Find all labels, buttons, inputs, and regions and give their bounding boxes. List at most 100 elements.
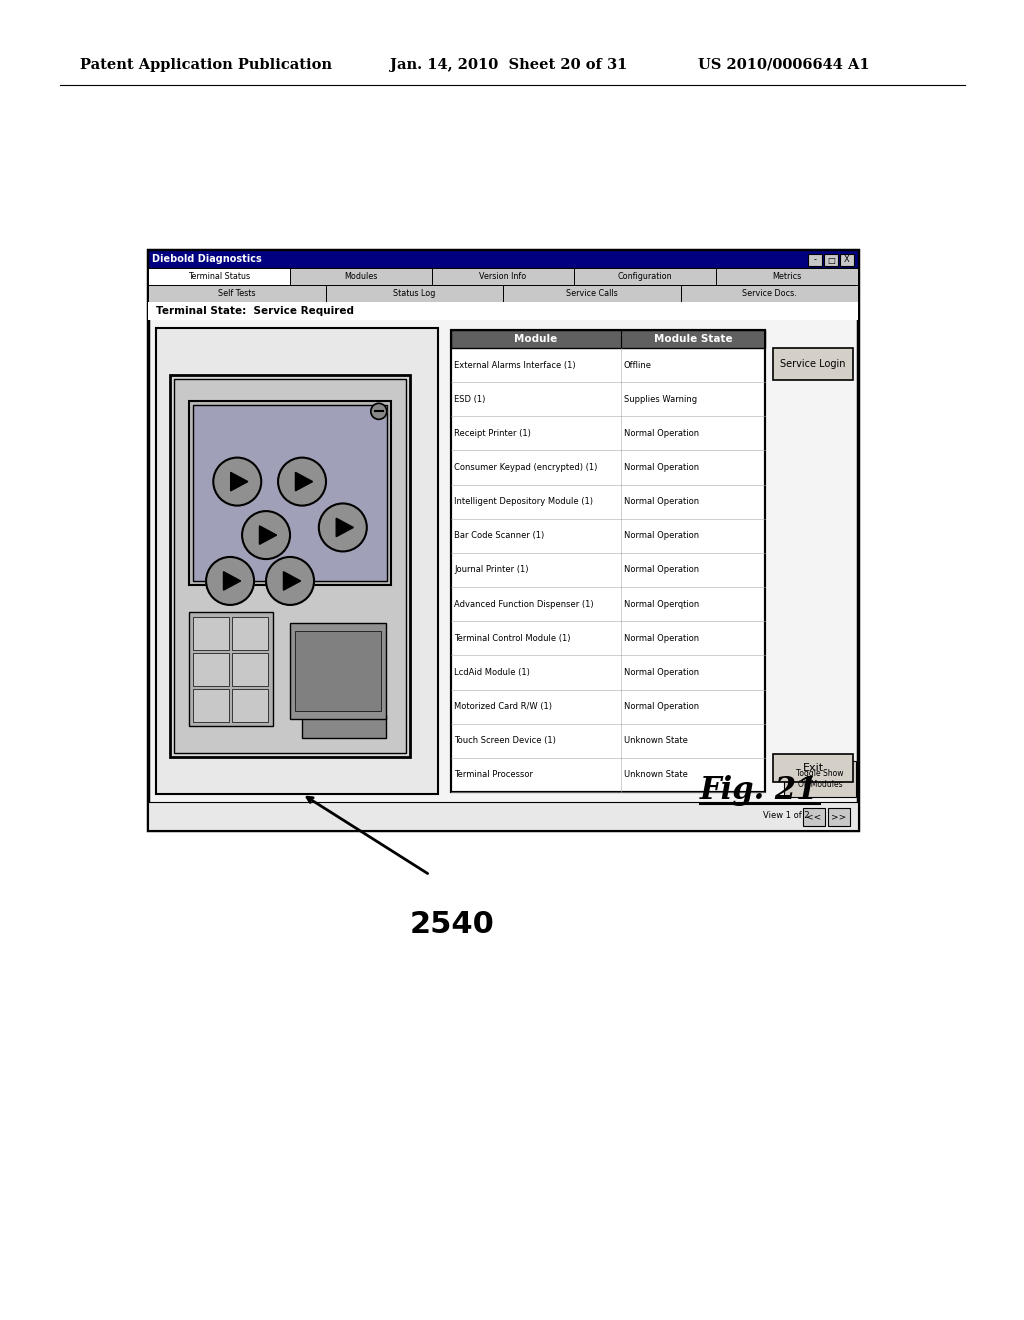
Text: Toggle Show
Ok Modules: Toggle Show Ok Modules xyxy=(797,770,844,789)
Text: ESD (1): ESD (1) xyxy=(455,395,485,404)
Text: Receipt Printer (1): Receipt Printer (1) xyxy=(455,429,531,438)
Text: Diebold Diagnostics: Diebold Diagnostics xyxy=(152,253,262,264)
Bar xyxy=(574,268,716,285)
Polygon shape xyxy=(223,572,241,590)
Text: Normal Operation: Normal Operation xyxy=(624,702,698,711)
Bar xyxy=(156,327,438,795)
Text: Intelligent Depository Module (1): Intelligent Depository Module (1) xyxy=(455,498,593,506)
Text: Jan. 14, 2010  Sheet 20 of 31: Jan. 14, 2010 Sheet 20 of 31 xyxy=(390,58,628,73)
Bar xyxy=(148,268,290,285)
Text: Terminal Control Module (1): Terminal Control Module (1) xyxy=(455,634,570,643)
Text: Modules: Modules xyxy=(344,272,378,281)
Bar xyxy=(194,616,229,649)
Bar xyxy=(716,268,858,285)
Bar xyxy=(295,631,381,711)
Circle shape xyxy=(242,511,290,560)
Bar xyxy=(148,285,326,302)
Text: Service Calls: Service Calls xyxy=(566,289,617,298)
Bar xyxy=(194,405,387,581)
Bar xyxy=(840,253,854,267)
Text: Motorized Card R/W (1): Motorized Card R/W (1) xyxy=(455,702,552,711)
Text: US 2010/0006644 A1: US 2010/0006644 A1 xyxy=(698,58,869,73)
Text: Metrics: Metrics xyxy=(772,272,802,281)
Text: Normal Operqtion: Normal Operqtion xyxy=(624,599,699,609)
Text: Exit: Exit xyxy=(803,763,823,774)
Bar xyxy=(194,652,229,686)
Text: Touch Screen Device (1): Touch Screen Device (1) xyxy=(455,737,556,746)
Text: Version Info: Version Info xyxy=(479,272,526,281)
Text: Normal Operation: Normal Operation xyxy=(624,532,698,540)
Bar xyxy=(290,623,386,718)
Text: Supplies Warning: Supplies Warning xyxy=(624,395,696,404)
Text: -: - xyxy=(813,256,816,264)
Circle shape xyxy=(206,557,254,605)
Bar xyxy=(828,808,850,826)
Text: Module State: Module State xyxy=(653,334,732,345)
Text: 2540: 2540 xyxy=(410,909,495,939)
Bar xyxy=(174,379,406,752)
Bar xyxy=(784,762,856,797)
Polygon shape xyxy=(336,519,353,537)
Text: Normal Operation: Normal Operation xyxy=(624,463,698,473)
Text: Advanced Function Dispenser (1): Advanced Function Dispenser (1) xyxy=(455,599,594,609)
Text: Consumer Keypad (encrypted) (1): Consumer Keypad (encrypted) (1) xyxy=(455,463,598,473)
Text: >>: >> xyxy=(831,813,847,821)
Bar xyxy=(170,375,410,756)
Text: Terminal Status: Terminal Status xyxy=(188,272,250,281)
Circle shape xyxy=(371,404,387,420)
Text: X: X xyxy=(844,256,850,264)
Text: Normal Operation: Normal Operation xyxy=(624,429,698,438)
Text: External Alarms Interface (1): External Alarms Interface (1) xyxy=(455,360,575,370)
Circle shape xyxy=(279,458,326,506)
Bar xyxy=(232,652,268,686)
Bar xyxy=(432,268,574,285)
Text: Service Login: Service Login xyxy=(780,359,846,370)
Text: Journal Printer (1): Journal Printer (1) xyxy=(455,565,528,574)
Bar xyxy=(803,808,825,826)
Text: Normal Operation: Normal Operation xyxy=(624,634,698,643)
Text: Offline: Offline xyxy=(624,360,651,370)
Circle shape xyxy=(213,458,261,506)
Text: Status Log: Status Log xyxy=(393,289,435,298)
Text: Service Docs.: Service Docs. xyxy=(741,289,797,298)
Bar xyxy=(773,754,853,781)
Bar xyxy=(773,348,853,380)
Bar xyxy=(824,253,838,267)
Bar xyxy=(808,253,822,267)
Polygon shape xyxy=(296,473,312,491)
Text: Unknown State: Unknown State xyxy=(624,737,687,746)
Bar xyxy=(148,249,858,268)
Text: Patent Application Publication: Patent Application Publication xyxy=(80,58,332,73)
Polygon shape xyxy=(259,525,276,544)
Bar xyxy=(503,285,681,302)
Bar xyxy=(302,714,386,738)
Text: <<: << xyxy=(806,813,821,821)
Bar xyxy=(148,249,858,830)
Bar xyxy=(452,330,765,792)
Bar xyxy=(326,285,503,302)
Bar xyxy=(148,302,858,319)
Text: Normal Operation: Normal Operation xyxy=(624,498,698,506)
Text: Self Tests: Self Tests xyxy=(218,289,256,298)
Text: Normal Operation: Normal Operation xyxy=(624,565,698,574)
Text: Configuration: Configuration xyxy=(617,272,673,281)
Text: View 1 of 2: View 1 of 2 xyxy=(763,812,810,821)
Text: □: □ xyxy=(827,256,835,264)
Text: Fig. 21: Fig. 21 xyxy=(700,775,818,805)
Text: Bar Code Scanner (1): Bar Code Scanner (1) xyxy=(455,532,545,540)
Text: Terminal State:  Service Required: Terminal State: Service Required xyxy=(156,306,354,315)
Text: Normal Operation: Normal Operation xyxy=(624,668,698,677)
Text: LcdAid Module (1): LcdAid Module (1) xyxy=(455,668,530,677)
Circle shape xyxy=(266,557,314,605)
Bar xyxy=(148,803,858,830)
Bar xyxy=(290,268,432,285)
Circle shape xyxy=(318,503,367,552)
Polygon shape xyxy=(284,572,301,590)
Bar xyxy=(189,401,391,585)
Bar xyxy=(681,285,858,302)
Bar xyxy=(194,689,229,722)
Text: Terminal Processor: Terminal Processor xyxy=(455,771,534,779)
Bar xyxy=(452,330,765,348)
Bar xyxy=(189,611,273,726)
Bar xyxy=(452,330,765,792)
